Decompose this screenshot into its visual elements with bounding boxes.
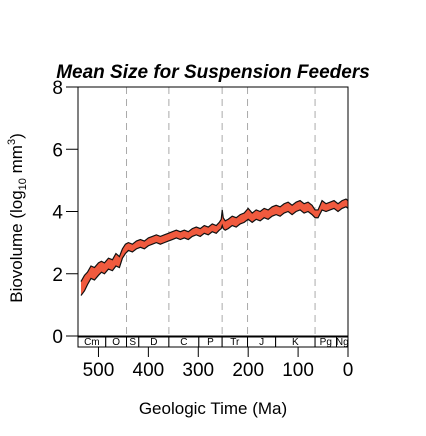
- y-tick-label: 2: [52, 265, 63, 286]
- x-tick-label: 400: [133, 360, 165, 381]
- period-label: Cm: [84, 337, 100, 348]
- period-label: O: [112, 337, 120, 348]
- y-tick-label: 0: [52, 327, 63, 348]
- x-tick-label: 500: [83, 360, 115, 381]
- period-label: Tr: [230, 337, 240, 348]
- series-band-lower-line: [80, 206, 349, 296]
- x-tick-label: 200: [232, 360, 264, 381]
- period-label: C: [180, 337, 187, 348]
- x-axis-label: Geologic Time (Ma): [139, 399, 287, 418]
- y-tick-label: 6: [52, 140, 63, 161]
- y-axis-label-exponent: 3: [6, 139, 18, 145]
- y-axis-label-unit: mm: [7, 145, 26, 178]
- y-axis-label: Biovolume (log10 mm3): [6, 133, 29, 303]
- x-tick-label: 0: [343, 360, 354, 381]
- y-tick-label: 4: [52, 203, 63, 224]
- geologic-timescale-bar: Cm O S D C P Tr J K Pg Ng: [77, 336, 349, 348]
- period-label: P: [207, 337, 214, 348]
- x-tick-label: 100: [282, 360, 314, 381]
- period-label: Ng: [336, 337, 349, 348]
- x-tick-label: 300: [182, 360, 214, 381]
- y-axis-label-main: Biovolume (log: [7, 190, 26, 302]
- series-band-layer: [80, 198, 349, 296]
- y-axis: 0 2 4 6 8: [52, 78, 78, 348]
- y-tick-label: 8: [52, 78, 63, 99]
- period-cell: [336, 336, 349, 348]
- period-label: Pg: [320, 337, 332, 348]
- period-label: K: [292, 337, 299, 348]
- period-label: J: [259, 337, 264, 348]
- period-label: D: [150, 337, 157, 348]
- y-axis-label-subscript: 10: [17, 178, 29, 190]
- series-band-fill: [80, 199, 349, 296]
- period-label: S: [129, 337, 136, 348]
- chart-title: Mean Size for Suspension Feeders: [56, 62, 370, 83]
- x-axis: 500 400 300 200 100 0: [83, 347, 354, 381]
- y-axis-label-close: ): [7, 133, 26, 139]
- series-band-upper-line: [80, 198, 349, 282]
